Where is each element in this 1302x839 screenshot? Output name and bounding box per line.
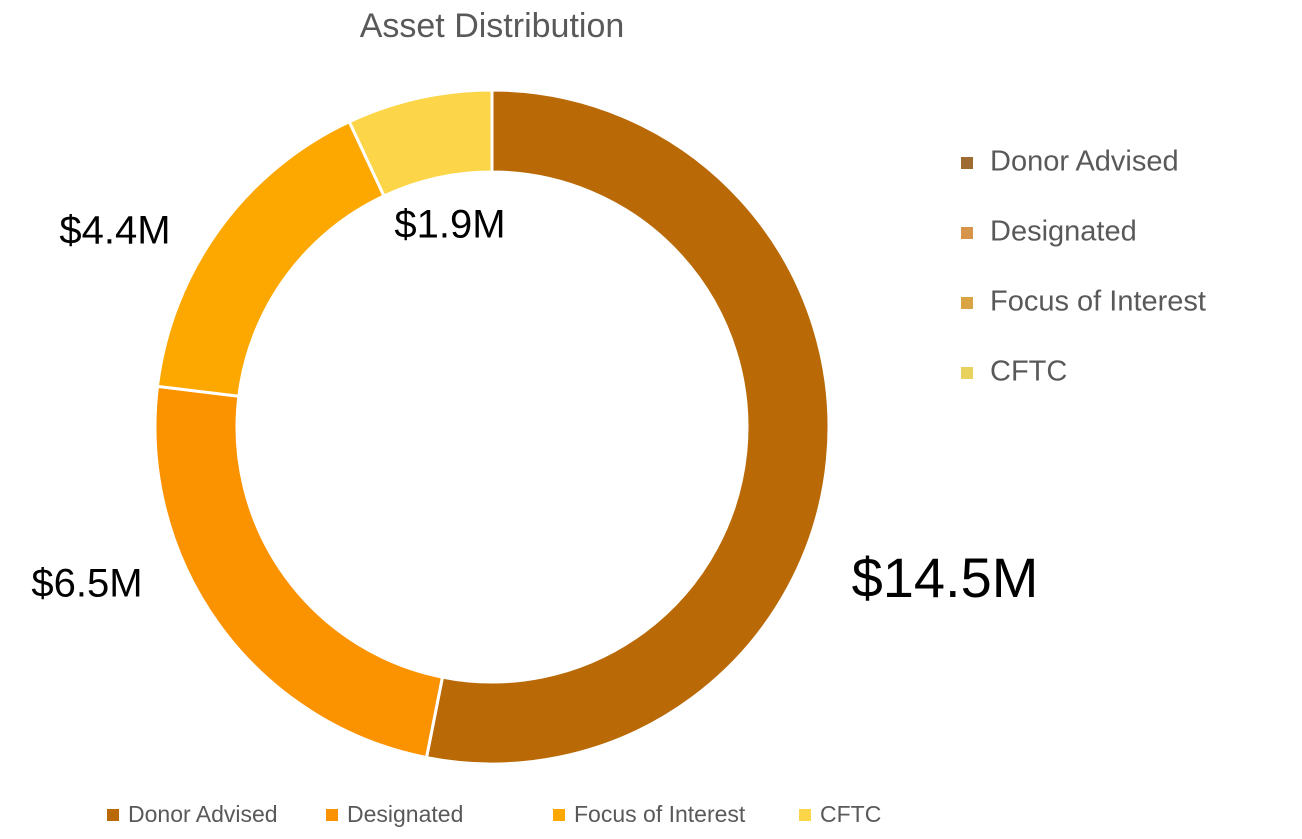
- legend-swatch: [326, 809, 338, 821]
- donut-segment: [347, 88, 494, 198]
- data-label: $4.4M: [59, 209, 170, 253]
- legend-label: Focus of Interest: [574, 801, 746, 827]
- legend-label: Donor Advised: [128, 801, 278, 827]
- legend-swatch: [799, 809, 811, 821]
- data-label: $14.5M: [852, 546, 1039, 609]
- legend-swatch: [107, 809, 119, 821]
- legend-swatch: [961, 157, 973, 169]
- legend-swatch: [961, 367, 973, 379]
- legend-swatch: [553, 809, 565, 821]
- legend-swatch: [961, 227, 973, 239]
- legend-label: Focus of Interest: [990, 286, 1206, 318]
- donut-segment: [153, 384, 445, 760]
- legend-label: CFTC: [990, 356, 1067, 388]
- chart-title: Asset Distribution: [360, 7, 625, 45]
- legend-label: Donor Advised: [990, 146, 1179, 178]
- legend-label: Designated: [990, 216, 1137, 248]
- legend-label: CFTC: [820, 801, 881, 827]
- data-label: $6.5M: [31, 562, 142, 606]
- donut-segment: [424, 88, 831, 766]
- donut-segment: [155, 119, 387, 398]
- legend-swatch: [961, 297, 973, 309]
- data-label: $1.9M: [394, 203, 505, 247]
- legend-label: Designated: [347, 801, 463, 827]
